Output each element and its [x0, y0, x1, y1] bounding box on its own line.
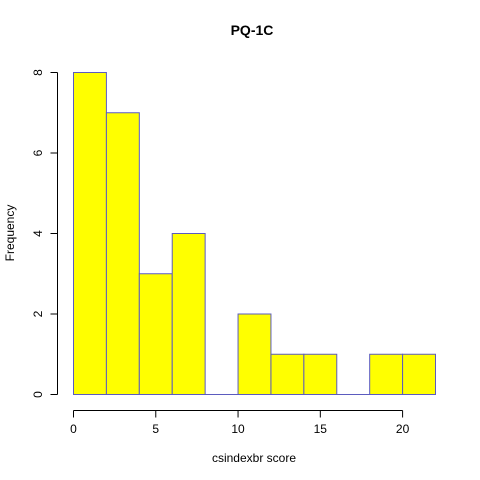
x-axis-label: csindexbr score: [212, 451, 296, 465]
y-axis: 0 2 4 6 8: [31, 69, 58, 398]
y-tick-label: 8: [31, 69, 45, 76]
bars-group: [73, 72, 437, 395]
y-axis-label: Frequency: [3, 205, 17, 262]
y-tick-label: 0: [31, 391, 45, 398]
histogram-bar: [73, 72, 107, 395]
chart-title: PQ-1C: [231, 22, 274, 38]
x-tick-label: 10: [231, 422, 245, 436]
x-tick-label: 5: [152, 422, 159, 436]
histogram-bar: [270, 353, 305, 395]
y-tick-label: 4: [31, 230, 45, 237]
x-tick-label: 15: [314, 422, 328, 436]
histogram-bar: [105, 112, 140, 395]
histogram-bar: [369, 353, 404, 395]
histogram-bar: [138, 273, 173, 395]
x-axis: 0 5 10 15 20: [70, 410, 410, 436]
x-tick-label: 20: [396, 422, 410, 436]
histogram-bar: [303, 353, 338, 395]
histogram-bar: [171, 233, 206, 395]
y-tick-label: 2: [31, 310, 45, 317]
y-tick-label: 6: [31, 149, 45, 156]
histogram-bar: [237, 313, 272, 395]
histogram-bar: [402, 353, 437, 395]
x-tick-label: 0: [70, 422, 77, 436]
